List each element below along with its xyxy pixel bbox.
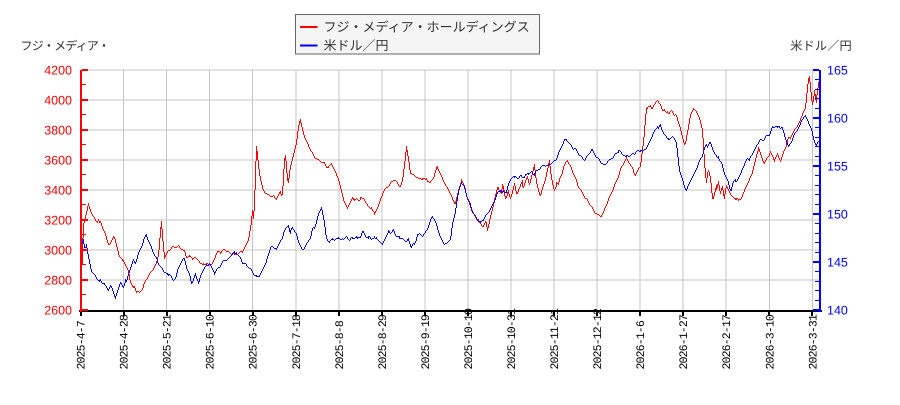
svg-text:フジ・メディア・ホールディングス: フジ・メディア・ホールディングス [324, 20, 530, 35]
svg-text:2025-5-21: 2025-5-21 [162, 314, 175, 369]
svg-text:3400: 3400 [44, 184, 72, 198]
svg-text:米ドル／円: 米ドル／円 [324, 38, 389, 53]
svg-text:2025-11-21: 2025-11-21 [549, 308, 562, 369]
svg-text:3600: 3600 [44, 154, 72, 168]
svg-text:米ドル／円: 米ドル／円 [790, 39, 851, 53]
svg-text:2025-6-10: 2025-6-10 [205, 314, 218, 369]
svg-text:2025-12-12: 2025-12-12 [592, 308, 605, 369]
svg-text:2025-8-8: 2025-8-8 [334, 320, 347, 369]
svg-text:4000: 4000 [44, 94, 72, 108]
svg-text:2026-3-10: 2026-3-10 [764, 314, 777, 369]
svg-text:2025-6-30: 2025-6-30 [248, 314, 261, 369]
svg-text:2025-8-29: 2025-8-29 [377, 314, 390, 369]
svg-text:2025-9-19: 2025-9-19 [420, 314, 433, 369]
svg-text:150: 150 [827, 208, 848, 222]
svg-text:3000: 3000 [44, 244, 72, 258]
svg-text:2025-10-31: 2025-10-31 [506, 308, 519, 369]
svg-text:2025-4-28: 2025-4-28 [119, 314, 132, 369]
svg-text:2026-3-31: 2026-3-31 [807, 314, 820, 369]
svg-text:2600: 2600 [44, 304, 72, 318]
svg-text:145: 145 [827, 256, 848, 270]
svg-text:165: 165 [827, 64, 848, 78]
svg-text:2800: 2800 [44, 274, 72, 288]
svg-text:2025-7-18: 2025-7-18 [291, 314, 304, 369]
svg-text:2026-2-17: 2026-2-17 [721, 315, 734, 369]
svg-text:2026-1-27: 2026-1-27 [678, 315, 691, 369]
svg-text:160: 160 [827, 112, 848, 126]
svg-text:3800: 3800 [44, 124, 72, 138]
svg-text:4200: 4200 [44, 64, 72, 78]
svg-text:2025-10-10: 2025-10-10 [463, 308, 476, 369]
svg-text:140: 140 [827, 304, 848, 318]
svg-text:2026-1-6: 2026-1-6 [635, 320, 648, 369]
svg-text:フジ・メディア・: フジ・メディア・ [21, 39, 110, 53]
svg-text:155: 155 [827, 160, 848, 174]
svg-text:2025-4-7: 2025-4-7 [76, 321, 89, 369]
svg-text:3200: 3200 [44, 214, 72, 228]
